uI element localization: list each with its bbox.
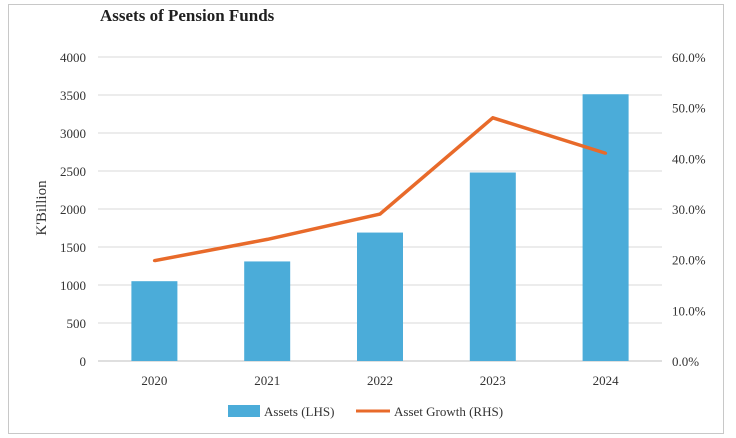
bar-assets-2020	[131, 281, 178, 361]
left-tick-label: 3000	[60, 126, 86, 141]
right-tick-label: 20.0%	[672, 253, 706, 268]
left-tick-label: 1500	[60, 240, 86, 255]
x-tick-label: 2024	[593, 373, 620, 388]
left-axis-label: K'Billion	[34, 180, 50, 236]
left-tick-label: 1000	[60, 278, 86, 293]
right-tick-label: 50.0%	[672, 101, 706, 116]
bar-assets-2024	[582, 94, 629, 362]
left-tick-label: 4000	[60, 50, 86, 65]
point-growth-2021	[265, 237, 269, 241]
x-tick-label: 2023	[480, 373, 506, 388]
x-tick-label: 2022	[367, 373, 393, 388]
right-axis-ticks: 0.0% 10.0% 20.0% 30.0% 40.0% 50.0% 60.0%	[672, 50, 706, 369]
left-tick-label: 2500	[60, 164, 86, 179]
legend-label-assets: Assets (LHS)	[264, 404, 334, 419]
bar-assets-2023	[469, 172, 516, 361]
point-growth-2024	[604, 151, 608, 155]
bar-assets-2021	[244, 261, 291, 361]
line-series	[152, 116, 608, 263]
right-tick-label: 0.0%	[672, 354, 699, 369]
legend: Assets (LHS) Asset Growth (RHS)	[228, 404, 503, 419]
point-growth-2023	[491, 116, 495, 120]
point-growth-2020	[152, 259, 156, 263]
legend-swatch-assets	[228, 405, 260, 417]
left-tick-label: 0	[80, 354, 87, 369]
right-tick-label: 10.0%	[672, 303, 706, 318]
x-axis-ticks: 2020 2021 2022 2023 2024	[141, 373, 619, 388]
right-tick-label: 30.0%	[672, 202, 706, 217]
left-tick-label: 500	[67, 316, 87, 331]
bar-assets-2022	[357, 232, 403, 361]
legend-label-growth: Asset Growth (RHS)	[394, 404, 503, 419]
point-growth-2022	[378, 212, 382, 216]
x-tick-label: 2021	[254, 373, 280, 388]
left-axis-ticks: 0 500 1000 1500 2000 2500 3000 3500 4000	[60, 50, 86, 369]
left-tick-label: 3500	[60, 88, 86, 103]
chart-title: Assets of Pension Funds	[100, 6, 275, 25]
right-tick-label: 60.0%	[672, 50, 706, 65]
bar-series	[131, 94, 629, 362]
x-tick-label: 2020	[141, 373, 167, 388]
left-tick-label: 2000	[60, 202, 86, 217]
right-tick-label: 40.0%	[672, 151, 706, 166]
